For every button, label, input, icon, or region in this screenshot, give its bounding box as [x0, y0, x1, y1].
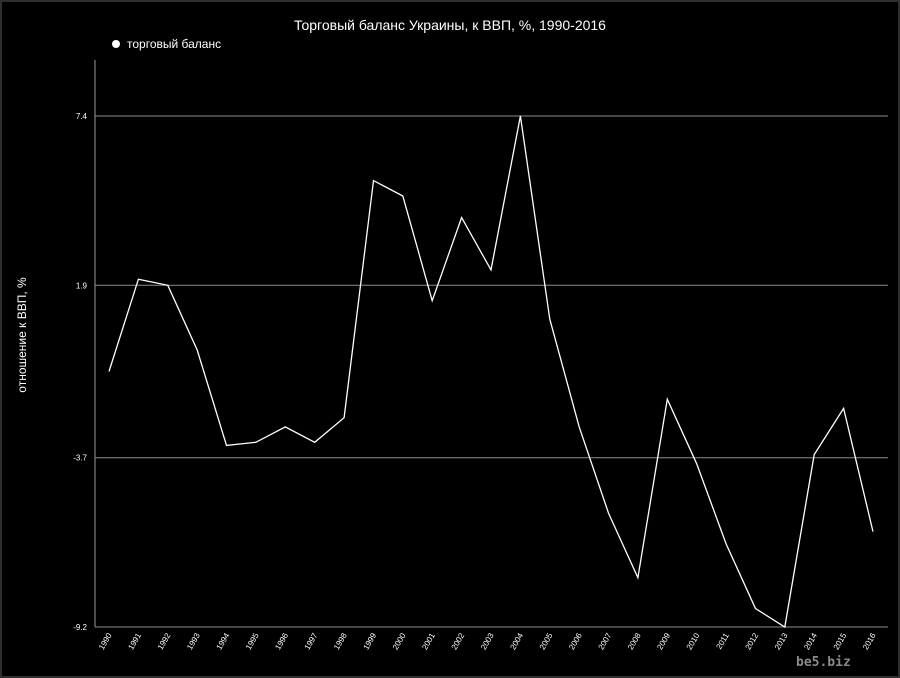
x-tick-label: 2015 — [832, 631, 849, 651]
y-tick-label: 7.4 — [76, 112, 88, 121]
legend[interactable]: торговый баланс — [112, 37, 221, 51]
x-tick-label: 1993 — [185, 631, 202, 651]
x-tick-label: 2008 — [626, 631, 643, 651]
x-tick-label: 2016 — [861, 631, 878, 651]
y-tick-label: -3.7 — [73, 454, 87, 463]
x-tick-label: 2007 — [597, 631, 614, 651]
x-tick-label: 1999 — [362, 631, 379, 651]
chart-title: Торговый баланс Украины, к ВВП, %, 1990-… — [294, 17, 606, 33]
x-tick-label: 2004 — [508, 631, 525, 651]
x-tick-label: 1992 — [156, 631, 173, 651]
x-tick-label: 2000 — [391, 631, 408, 651]
watermark: be5.biz — [796, 655, 851, 670]
x-tick-label: 1990 — [97, 631, 114, 651]
x-tick-label: 1995 — [244, 631, 261, 651]
x-tick-label: 1997 — [303, 631, 320, 651]
x-tick-label: 1991 — [126, 631, 143, 651]
x-tick-label: 2010 — [685, 631, 702, 651]
x-tick-label: 1996 — [273, 631, 290, 651]
x-tick-label: 2005 — [538, 631, 555, 651]
x-tick-label: 1994 — [215, 631, 232, 651]
x-tick-label: 1998 — [332, 631, 349, 651]
x-tick-label: 2011 — [714, 631, 731, 651]
x-tick-label: 2002 — [450, 631, 467, 651]
y-tick-label: -9.2 — [73, 623, 87, 632]
x-tick-label: 2001 — [420, 631, 437, 651]
legend-marker-icon — [112, 40, 120, 48]
x-tick-label: 2013 — [773, 631, 790, 651]
x-tick-label: 2003 — [479, 631, 496, 651]
x-tick-label: 2014 — [802, 631, 819, 651]
legend-label: торговый баланс — [127, 37, 222, 51]
x-tick-label: 2012 — [744, 631, 761, 651]
series-line — [108, 115, 874, 629]
x-tick-label: 2009 — [655, 631, 672, 651]
x-tick-label: 2006 — [567, 631, 584, 651]
y-tick-label: 1.9 — [76, 281, 88, 290]
